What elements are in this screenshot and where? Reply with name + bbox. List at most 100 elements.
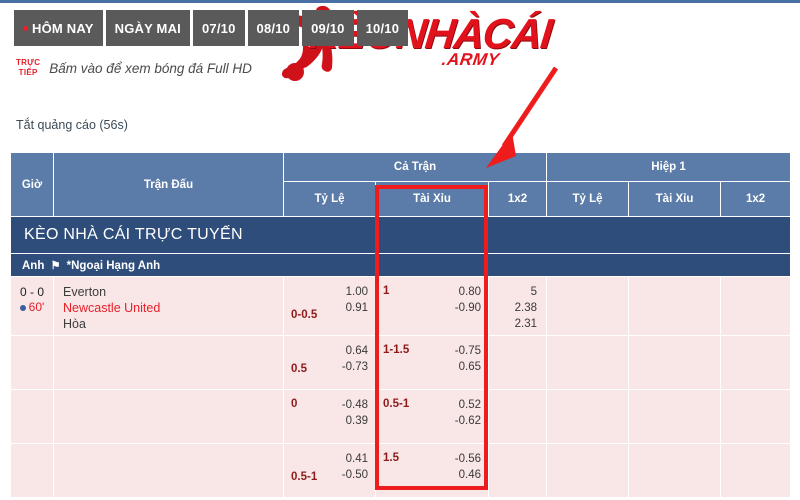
- odds-value-away[interactable]: -0.73: [341, 361, 368, 373]
- cell-half-1x2[interactable]: [720, 276, 792, 336]
- odds-value-home[interactable]: 0.41: [345, 453, 368, 465]
- live-blue-dot-icon: [19, 304, 26, 311]
- live-badge[interactable]: TRỰC TIẾP: [16, 58, 40, 78]
- table-body: KÈO NHÀ CÁI TRỰC TUYẾN Anh ⚑ *Ngoại Hạng…: [9, 216, 792, 498]
- cell-half-odds[interactable]: [546, 335, 630, 390]
- cell-full-overunder[interactable]: 1 0.80 -0.90: [375, 276, 489, 336]
- date-tab-label: HÔM NAY: [32, 20, 94, 36]
- col-group-header-firsthalf: Hiệp 1: [546, 152, 792, 182]
- cell-half-overunder[interactable]: [628, 443, 722, 498]
- table-head: Giờ Trận Đấu Cả Trận Hiệp 1 Tỷ Lệ Tài Xỉ…: [10, 152, 792, 217]
- table-row[interactable]: 0.5 0.64 -0.73 1-1.5 -0.75 0.65: [10, 335, 792, 390]
- date-tab-today[interactable]: HÔM NAY: [14, 10, 103, 46]
- odds-value-away[interactable]: 0.91: [345, 302, 368, 314]
- odds-value-home[interactable]: 0.64: [345, 345, 368, 357]
- date-tab-0910[interactable]: 09/10: [302, 10, 354, 46]
- col-header-time: Giờ: [10, 152, 54, 217]
- cell-full-odds[interactable]: 0-0.5 1.00 0.91: [283, 276, 376, 336]
- date-tab-label: 08/10: [256, 20, 291, 36]
- cell-match[interactable]: Everton Newcastle United Hòa: [53, 276, 284, 336]
- overunder-value-over[interactable]: 0.80: [458, 286, 481, 298]
- col-header-full-overunder: Tài Xỉu: [375, 181, 489, 217]
- cell-full-odds[interactable]: 0 -0.48 0.39: [283, 389, 376, 444]
- team-away: Newcastle United: [63, 301, 161, 315]
- cell-time: 0 - 0 60': [10, 276, 54, 336]
- overunder-value-over[interactable]: -0.56: [454, 453, 481, 465]
- cell-half-overunder[interactable]: [628, 276, 722, 336]
- cell-full-overunder[interactable]: 1-1.5 -0.75 0.65: [375, 335, 489, 390]
- cell-full-1x2[interactable]: [487, 335, 548, 390]
- cell-full-1x2[interactable]: [487, 443, 548, 498]
- col-header-half-1x2: 1x2: [720, 181, 792, 217]
- overunder-line: 1: [383, 285, 390, 297]
- date-tab-1010[interactable]: 10/10: [356, 10, 409, 46]
- overunder-value-under[interactable]: -0.90: [454, 302, 481, 314]
- col-header-full-1x2: 1x2: [487, 181, 548, 217]
- cell-match: [53, 335, 284, 390]
- cell-half-1x2[interactable]: [720, 443, 792, 498]
- odds-value-away[interactable]: -0.50: [341, 469, 368, 481]
- cell-half-odds[interactable]: [546, 389, 630, 444]
- league-header[interactable]: Anh ⚑ *Ngoại Hạng Anh: [9, 253, 792, 277]
- cell-half-odds[interactable]: [546, 276, 630, 336]
- match-minute: 60': [11, 300, 53, 315]
- col-header-match: Trận Đấu: [53, 152, 284, 217]
- col-header-half-overunder: Tài Xỉu: [628, 181, 722, 217]
- cell-full-1x2[interactable]: [487, 389, 548, 444]
- cell-half-1x2[interactable]: [720, 335, 792, 390]
- odds-1x2-away[interactable]: 2.31: [514, 318, 538, 330]
- live-red-dot-icon: [23, 25, 28, 31]
- cell-half-1x2[interactable]: [720, 389, 792, 444]
- cell-time: [10, 389, 54, 444]
- close-ad-label[interactable]: Tắt quảng cáo (56s): [16, 118, 128, 132]
- col-group-header-fulltime: Cả Trận: [282, 152, 548, 182]
- table-row[interactable]: 0.5-1 0.41 -0.50 1.5 -0.56 0.46: [10, 443, 792, 498]
- section-title-row: KÈO NHÀ CÁI TRỰC TUYẾN: [9, 216, 792, 254]
- cell-half-overunder[interactable]: [628, 389, 722, 444]
- cell-half-odds[interactable]: [546, 443, 630, 498]
- date-tab-0810[interactable]: 08/10: [247, 10, 300, 46]
- live-promo-text[interactable]: Bấm vào để xem bóng đá Full HD: [49, 60, 252, 76]
- date-tab-label: 09/10: [311, 20, 345, 36]
- date-tab-tomorrow[interactable]: NGÀY MAI: [105, 10, 190, 46]
- table-row[interactable]: 0 - 0 60' Everton Newcastle United Hòa: [10, 276, 792, 336]
- date-tab-bar: HÔM NAY NGÀY MAI 07/10 08/10 09/10 10/10: [14, 10, 409, 46]
- overunder-value-under[interactable]: 0.46: [458, 469, 481, 481]
- league-country: Anh: [22, 259, 45, 272]
- overunder-line: 1-1.5: [383, 344, 410, 356]
- live-promo-row[interactable]: TRỰC TIẾP Bấm vào để xem bóng đá Full HD: [16, 58, 252, 78]
- odds-1x2-home[interactable]: 5: [530, 286, 538, 298]
- cell-full-1x2[interactable]: 5 2.38 2.31: [487, 276, 548, 336]
- table-row[interactable]: 0 -0.48 0.39 0.5-1 0.52 -0.62: [10, 389, 792, 444]
- odds-1x2-draw[interactable]: 2.38: [514, 302, 538, 314]
- overunder-line: 1.5: [383, 452, 399, 464]
- cell-half-overunder[interactable]: [628, 335, 722, 390]
- live-badge-line2: TIẾP: [18, 68, 38, 77]
- handicap-line: 0.5: [291, 363, 307, 375]
- odds-value-away[interactable]: 0.39: [345, 415, 368, 427]
- cell-match: [53, 389, 284, 444]
- overunder-value-under[interactable]: 0.65: [458, 361, 481, 373]
- col-header-half-odds: Tỷ Lệ: [546, 181, 630, 217]
- odds-table: Giờ Trận Đấu Cả Trận Hiệp 1 Tỷ Lệ Tài Xỉ…: [9, 152, 792, 498]
- team-home: Everton: [63, 285, 107, 299]
- odds-value-home[interactable]: 1.00: [345, 286, 368, 298]
- date-tab-0710[interactable]: 07/10: [192, 10, 245, 46]
- header-group-row: Giờ Trận Đấu Cả Trận Hiệp 1: [10, 152, 792, 217]
- overunder-value-over[interactable]: 0.52: [458, 399, 481, 411]
- cell-full-odds[interactable]: 0.5 0.64 -0.73: [283, 335, 376, 390]
- odds-value-home[interactable]: -0.48: [341, 399, 368, 411]
- live-badge-line1: TRỰC: [16, 58, 41, 67]
- overunder-value-under[interactable]: -0.62: [454, 415, 481, 427]
- cell-match: [53, 443, 284, 498]
- cell-full-overunder[interactable]: 1.5 -0.56 0.46: [375, 443, 489, 498]
- handicap-line: 0: [291, 398, 298, 410]
- cell-full-odds[interactable]: 0.5-1 0.41 -0.50: [283, 443, 376, 498]
- overunder-value-over[interactable]: -0.75: [454, 345, 481, 357]
- league-header-row[interactable]: Anh ⚑ *Ngoại Hạng Anh: [9, 253, 792, 277]
- handicap-line: 0-0.5: [291, 309, 318, 321]
- draw-label: Hòa: [63, 317, 86, 331]
- date-tab-label: 07/10: [201, 20, 236, 36]
- col-header-full-odds: Tỷ Lệ: [283, 181, 376, 217]
- cell-full-overunder[interactable]: 0.5-1 0.52 -0.62: [375, 389, 489, 444]
